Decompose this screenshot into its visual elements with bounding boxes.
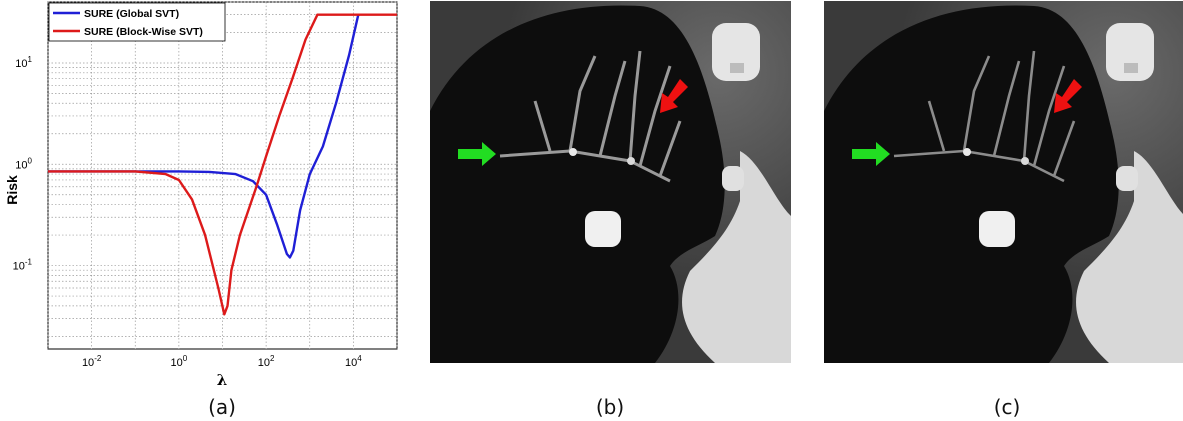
- series-line-0: [48, 13, 360, 259]
- y-axis-label: Risk: [4, 175, 20, 205]
- red-arrow-icon: [1054, 79, 1082, 113]
- legend-label-blockwise: SURE (Block-Wise SVT): [84, 26, 203, 38]
- green-arrow-icon: [852, 142, 890, 166]
- plot-area: [47, 1, 398, 350]
- series-line-1: [48, 13, 397, 316]
- legend-label-global: SURE (Global SVT): [84, 8, 179, 20]
- x-tick-label: 100: [171, 354, 188, 369]
- x-axis-label: λ: [217, 371, 228, 389]
- green-arrow-icon: [458, 142, 496, 166]
- x-tick-label: 104: [345, 354, 362, 369]
- red-arrow-icon: [660, 79, 688, 113]
- legend: SURE (Global SVT) SURE (Block-Wise SVT): [48, 2, 226, 42]
- series-lines: [48, 13, 397, 316]
- y-tick-label: 100: [15, 156, 32, 171]
- x-tick-label: 10-2: [82, 354, 102, 369]
- x-tick-label: 102: [258, 354, 275, 369]
- panel-label-c: (c): [993, 395, 1021, 419]
- ct-image-b: [430, 1, 791, 363]
- panel-label-b: (b): [595, 395, 625, 419]
- legend-box: [48, 2, 226, 42]
- tick-labels: 10-2 100 102 104 10-1 100 101: [13, 55, 363, 369]
- risk-chart: 10-2 100 102 104 10-1 100 101 SURE (Global SVT…: [4, 1, 398, 389]
- ct-image-c: [824, 1, 1183, 363]
- y-tick-label: 101: [15, 55, 32, 70]
- panel-label-a: (a): [208, 395, 236, 419]
- y-tick-label: 10-1: [13, 258, 33, 273]
